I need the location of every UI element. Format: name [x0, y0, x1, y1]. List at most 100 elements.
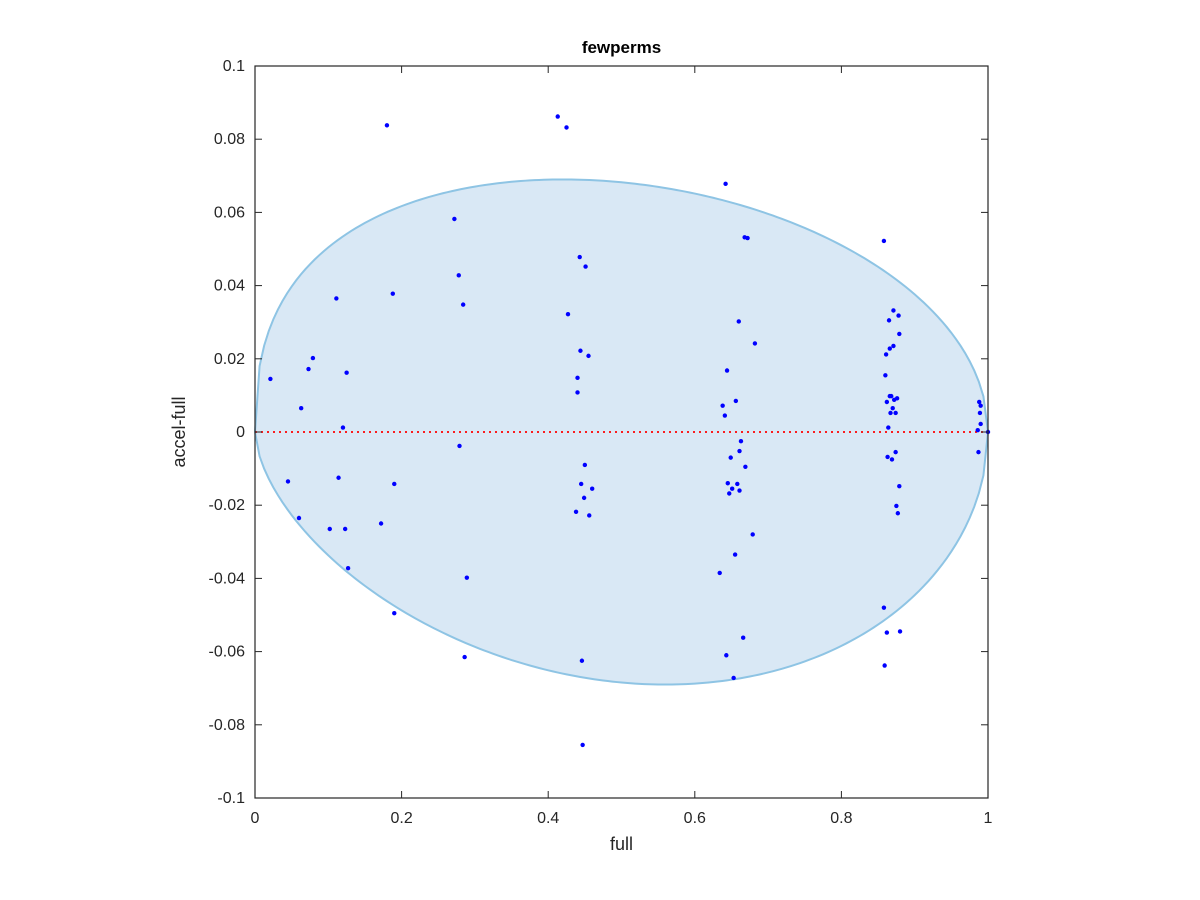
y-tick-label: 0 [236, 424, 245, 441]
data-point [978, 403, 983, 408]
data-point [975, 427, 980, 433]
data-point [582, 462, 588, 468]
data-point [722, 413, 728, 418]
data-point [717, 570, 722, 576]
data-point [896, 313, 901, 318]
data-point [580, 742, 585, 748]
data-point [296, 515, 302, 521]
data-point [564, 125, 569, 130]
data-point [728, 455, 733, 460]
y-tick-label: -0.08 [209, 717, 246, 734]
data-point [885, 454, 890, 460]
data-point [891, 308, 896, 313]
data-point [587, 513, 592, 518]
data-point [731, 675, 736, 681]
data-point [897, 629, 903, 634]
y-tick-label: -0.1 [217, 790, 245, 807]
data-point [392, 481, 397, 487]
data-point [888, 410, 893, 416]
data-point [750, 532, 755, 537]
data-point [340, 425, 346, 430]
data-point [306, 366, 311, 372]
x-tick-label: 0 [251, 810, 260, 827]
data-point [555, 114, 560, 119]
data-point [342, 526, 348, 532]
data-point [752, 341, 758, 346]
data-point [733, 398, 739, 404]
data-point [578, 481, 584, 487]
y-tick-label: 0.1 [223, 58, 245, 75]
data-point [893, 449, 898, 455]
data-point [881, 238, 887, 244]
data-point [884, 630, 890, 635]
data-point [732, 552, 738, 557]
data-point [891, 343, 896, 349]
data-point [737, 448, 742, 454]
data-point [977, 410, 983, 416]
data-point [895, 511, 901, 516]
data-point [738, 438, 744, 444]
data-point [887, 346, 892, 351]
data-point [327, 526, 332, 532]
data-point [392, 610, 397, 616]
data-point [897, 331, 902, 337]
data-point [460, 302, 466, 307]
x-tick-label: 0.6 [684, 810, 706, 827]
y-tick-label: 0.04 [214, 278, 245, 295]
data-point [298, 406, 304, 411]
data-point [886, 425, 891, 430]
data-point [735, 481, 740, 487]
data-point [456, 273, 461, 278]
data-point [897, 483, 902, 489]
data-point [577, 254, 582, 260]
y-tick-label: -0.04 [209, 570, 246, 587]
data-point [883, 373, 888, 378]
data-point [575, 390, 580, 395]
data-point [723, 181, 728, 187]
x-tick-label: 0.2 [390, 810, 412, 827]
data-point [464, 575, 470, 580]
data-point [745, 235, 750, 241]
data-point [884, 399, 890, 405]
data-point [894, 396, 900, 401]
data-point [725, 481, 730, 486]
data-point [573, 509, 579, 514]
y-tick-label: 0.02 [214, 351, 245, 368]
data-point [724, 653, 729, 658]
data-point [720, 403, 725, 408]
chart-title: fewperms [582, 38, 661, 57]
data-point [743, 464, 748, 469]
data-point [581, 495, 587, 501]
data-point [462, 654, 467, 660]
data-point [729, 486, 735, 491]
data-point [886, 318, 892, 323]
data-point [285, 479, 291, 484]
data-point [575, 375, 580, 381]
data-point [586, 353, 591, 359]
data-point [737, 488, 742, 493]
data-point [881, 605, 887, 610]
data-point [578, 348, 583, 353]
data-point [579, 658, 585, 663]
axis-ticks: 0 0.2 0.4 0.6 0.8 1 -0.1 -0.08 -0.06 -0.04 -0.02 0 0… [209, 58, 993, 827]
data-point [976, 449, 981, 455]
x-axis-label: full [610, 834, 633, 854]
x-tick-label: 1 [984, 810, 993, 827]
data-point [882, 663, 887, 668]
data-point [883, 352, 889, 357]
y-tick-label: 0.06 [214, 204, 245, 221]
data-point [384, 123, 390, 128]
data-point [894, 503, 899, 509]
data-point [589, 486, 595, 491]
x-tick-label: 0.8 [830, 810, 852, 827]
data-point [390, 291, 395, 296]
data-point [893, 410, 898, 416]
data-point [344, 370, 349, 375]
y-tick-label: -0.06 [209, 644, 246, 661]
data-point [336, 475, 341, 480]
data-point [268, 376, 273, 382]
data-point [978, 421, 983, 427]
data-point [890, 406, 895, 411]
data-point [345, 565, 351, 571]
